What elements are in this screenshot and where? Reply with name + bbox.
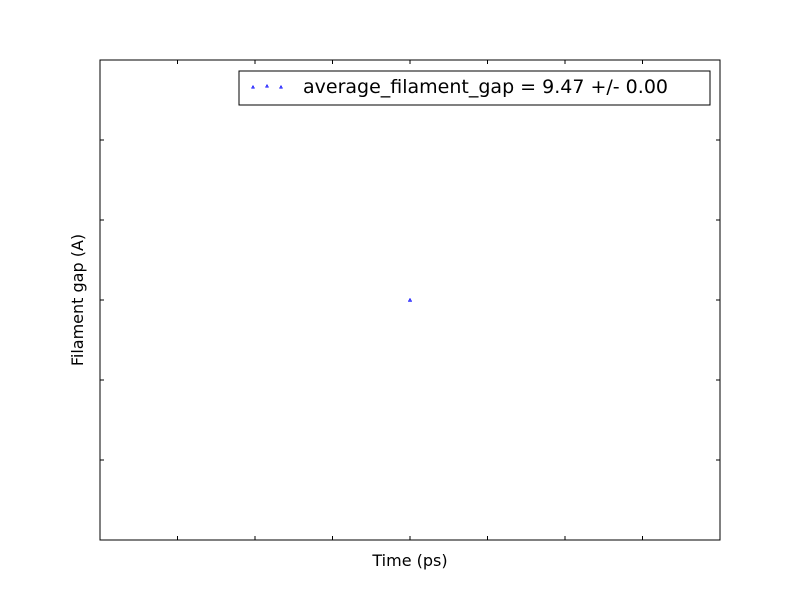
- legend-entry-label: average_filament_gap = 9.47 +/- 0.00: [303, 76, 668, 98]
- axis-ticks: [100, 60, 720, 540]
- legend: average_filament_gap = 9.47 +/- 0.00: [238, 70, 711, 106]
- data-marks: [407, 297, 413, 302]
- legend-marker: [278, 84, 284, 89]
- plot-area: [99, 59, 721, 541]
- legend-box: [238, 70, 711, 106]
- x-axis-label: Time (ps): [371, 551, 447, 570]
- data-point: [407, 297, 413, 302]
- legend-marker: [264, 83, 270, 88]
- legend-marker: [250, 84, 256, 89]
- legend-markers: [250, 83, 284, 89]
- y-axis-label: Filament gap (A): [68, 234, 87, 366]
